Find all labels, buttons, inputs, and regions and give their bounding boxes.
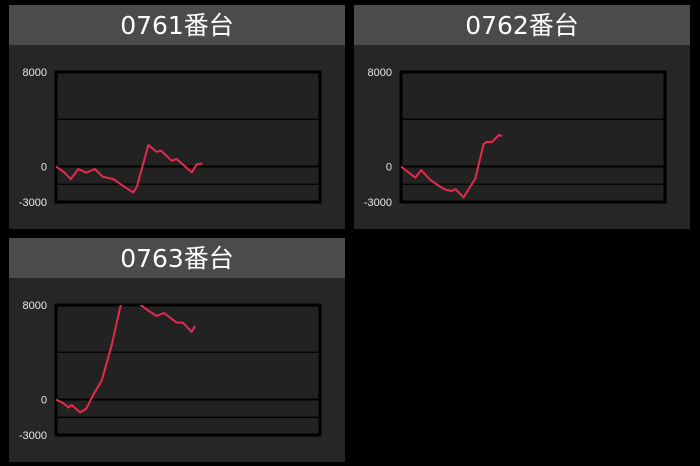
y-tick-label: 0 [41,395,47,407]
chart-0762: 8000 0 -3000 [364,67,667,209]
y-tick-label: -3000 [19,430,47,442]
y-tick-label: 0 [41,162,47,174]
plot-area [54,303,322,437]
chart-panel-0763[interactable]: 0763番台 8000 0 -3000 [9,238,345,462]
chart-panel-0761[interactable]: 0761番台 8000 0 -3000 [9,5,345,229]
chart-0761: 8000 0 -3000 [19,67,322,209]
y-tick-label: 0 [386,162,392,174]
series-line [401,134,503,199]
y-tick-label: 8000 [23,67,47,79]
plot-area [399,70,667,204]
panel-title: 0763番台 [9,238,345,278]
y-tick-label: -3000 [19,197,47,209]
panel-title: 0761番台 [9,5,345,45]
y-tick-label: 8000 [368,67,392,79]
y-tick-label: 8000 [23,300,47,312]
chart-0763: 8000 0 -3000 [19,300,322,442]
plot-area [54,70,322,204]
series-line [56,144,203,194]
y-tick-label: -3000 [364,197,392,209]
series-line [56,305,196,414]
chart-panel-0762[interactable]: 0762番台 8000 0 -3000 [354,5,690,229]
panel-title: 0762番台 [354,5,690,45]
